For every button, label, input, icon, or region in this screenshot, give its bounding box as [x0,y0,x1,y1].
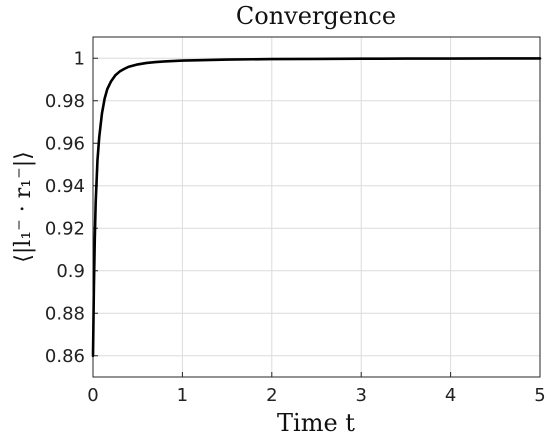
axis-ticks: 0 1 2 3 4 5 0.86 0.88 0.9 0.92 0.94 0.96 0.98 1 [45,48,546,406]
y-axis-label: ⟨|l₁⁻ · r₁⁻|⟩ [11,151,36,262]
x-tick-label: 5 [534,385,545,406]
y-tick-label: 0.88 [45,303,85,324]
convergence-line [91,57,542,358]
x-tick-label: 2 [266,385,277,406]
x-tick-label: 3 [355,385,366,406]
x-tick-label: 0 [87,385,98,406]
x-tick-label: 4 [445,385,456,406]
y-tick-label: 0.96 [45,133,85,154]
plot-area-frame [92,36,541,378]
y-tick-label: 0.98 [45,91,85,112]
chart-title: Convergence [236,2,396,30]
grid-lines [92,37,541,377]
y-tick-label: 0.94 [45,176,85,197]
y-tick-label: 0.92 [45,218,85,239]
y-tick-label: 0.86 [45,346,85,367]
y-tick-label: 0.9 [56,261,85,282]
x-axis-label: Time t [277,409,355,437]
x-tick-label: 1 [177,385,188,406]
y-tick-label: 1 [74,48,85,69]
